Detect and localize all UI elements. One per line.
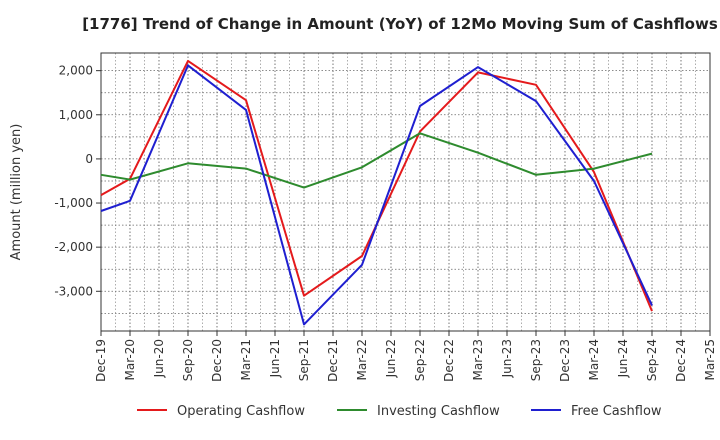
legend-item-operating-cashflow: Operating Cashflow (137, 404, 305, 419)
x-tick-label: Jun-20 (152, 339, 166, 378)
x-tick-label: Dec-20 (210, 339, 224, 382)
grid (100, 53, 711, 331)
series-lines (100, 59, 653, 326)
x-tick-label: Jun-23 (500, 339, 514, 378)
x-axis: Dec-19 Mar-20 Jun-20 Sep-20 Dec-20 Mar-21 Jun-… (94, 331, 717, 382)
y-tick-label: -1,000 (54, 196, 93, 210)
x-tick-label: Dec-23 (558, 339, 572, 382)
legend-label: Operating Cashflow (177, 404, 305, 419)
x-tick-label: Mar-20 (123, 339, 137, 380)
legend: Operating Cashflow Investing Cashflow Free… (137, 404, 662, 419)
legend-label: Free Cashflow (571, 404, 662, 419)
x-tick-label: Dec-22 (442, 339, 456, 382)
x-tick-label: Sep-23 (529, 339, 543, 381)
x-tick-label: Mar-21 (239, 339, 253, 380)
series-line-free-cashflow (100, 64, 653, 326)
x-tick-label: Dec-21 (326, 339, 340, 382)
x-tick-label: Sep-24 (645, 339, 659, 381)
x-tick-label: Sep-21 (297, 339, 311, 381)
y-tick-label: -3,000 (54, 284, 93, 298)
x-tick-label: Mar-25 (703, 339, 717, 380)
x-tick-label: Dec-19 (94, 339, 108, 382)
x-tick-label: Sep-20 (181, 339, 195, 381)
series-line-investing-cashflow (100, 132, 653, 189)
y-tick-label: 1,000 (59, 108, 93, 122)
x-tick-label: Jun-24 (616, 339, 630, 378)
legend-item-free-cashflow: Free Cashflow (531, 404, 662, 419)
plot-frame (100, 52, 711, 332)
legend-item-investing-cashflow: Investing Cashflow (337, 404, 500, 419)
y-axis-label: Amount (million yen) (9, 124, 24, 261)
x-tick-label: Mar-24 (587, 339, 601, 380)
x-tick-label: Mar-23 (471, 339, 485, 380)
x-tick-label: Sep-22 (413, 339, 427, 381)
chart-title: [1776] Trend of Change in Amount (YoY) o… (82, 15, 718, 33)
x-tick-label: Jun-22 (384, 339, 398, 378)
series-line-operating-cashflow (100, 59, 653, 312)
legend-label: Investing Cashflow (377, 404, 500, 419)
x-tick-label: Mar-22 (355, 339, 369, 380)
y-tick-label: 0 (85, 152, 93, 166)
y-tick-label: -2,000 (54, 240, 93, 254)
y-tick-label: 2,000 (59, 64, 93, 78)
x-tick-label: Jun-21 (268, 339, 282, 378)
y-axis: 2,000 1,000 0 -1,000 -2,000 -3,000 (54, 64, 101, 298)
x-tick-label: Dec-24 (674, 339, 688, 382)
